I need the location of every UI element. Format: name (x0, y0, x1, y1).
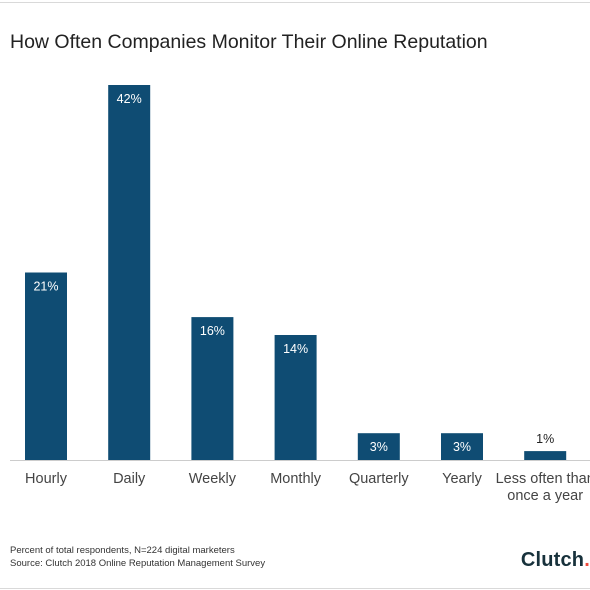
category-label-5-0: Yearly (442, 471, 483, 487)
clutch-logo: Clutch. (521, 549, 590, 572)
data-label-2: 16% (200, 324, 225, 338)
bar-3 (274, 335, 317, 460)
footnote: Percent of total respondents, N=224 digi… (10, 545, 235, 556)
data-label-6: 1% (536, 432, 554, 446)
chart-title: How Often Companies Monitor Their Online… (10, 31, 488, 53)
bar-1 (108, 85, 151, 460)
bar-4 (357, 433, 400, 460)
data-label-5: 3% (453, 440, 471, 454)
footer-notes: Percent of total respondents, N=224 digi… (10, 545, 265, 570)
category-label-3-0: Monthly (270, 471, 322, 487)
bar-5 (441, 433, 483, 460)
category-label-0-0: Hourly (25, 471, 68, 487)
category-label-4-0: Quarterly (349, 471, 409, 487)
bottom-divider (0, 588, 590, 589)
bar-0 (25, 272, 67, 460)
category-label-2-0: Weekly (189, 471, 237, 487)
top-divider (0, 2, 590, 3)
brand-name: Clutch (520, 549, 585, 571)
bar-2 (191, 317, 234, 460)
category-label-6-0: Less often than (496, 471, 590, 487)
category-label-6-1: once a year (507, 488, 583, 504)
data-label-0: 21% (33, 280, 58, 294)
data-label-1: 42% (117, 92, 142, 106)
data-label-3: 14% (283, 342, 308, 356)
bar-6 (524, 451, 567, 460)
category-label-1-0: Daily (113, 471, 146, 487)
brand-dot: . (584, 549, 590, 571)
source-note: Source: Clutch 2018 Online Reputation Ma… (10, 557, 266, 569)
data-label-4: 3% (370, 440, 388, 454)
